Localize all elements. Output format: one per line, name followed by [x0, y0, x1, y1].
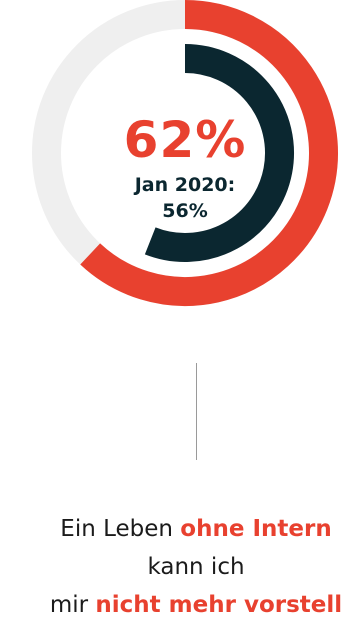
connector-line	[196, 363, 197, 460]
inner-arc-previous	[144, 44, 294, 262]
donut-center-label: 62% Jan 2020: 56%	[95, 112, 275, 224]
caption: Ein Leben ohne Intern kann ich mir nicht…	[0, 510, 343, 623]
caption-text: Ein Leben	[60, 516, 181, 542]
outer-arc-current	[80, 0, 338, 306]
caption-line-1: Ein Leben ohne Intern	[0, 510, 343, 548]
caption-highlight: ohne Intern	[180, 516, 332, 542]
previous-value-label: Jan 2020: 56%	[134, 174, 236, 222]
caption-line-2: kann ich	[147, 554, 245, 580]
caption-line-3: mir nicht mehr vorstell	[0, 586, 343, 623]
caption-highlight: nicht mehr vorstell	[95, 592, 343, 618]
caption-text: mir	[49, 592, 96, 618]
current-percentage: 62%	[123, 111, 247, 169]
